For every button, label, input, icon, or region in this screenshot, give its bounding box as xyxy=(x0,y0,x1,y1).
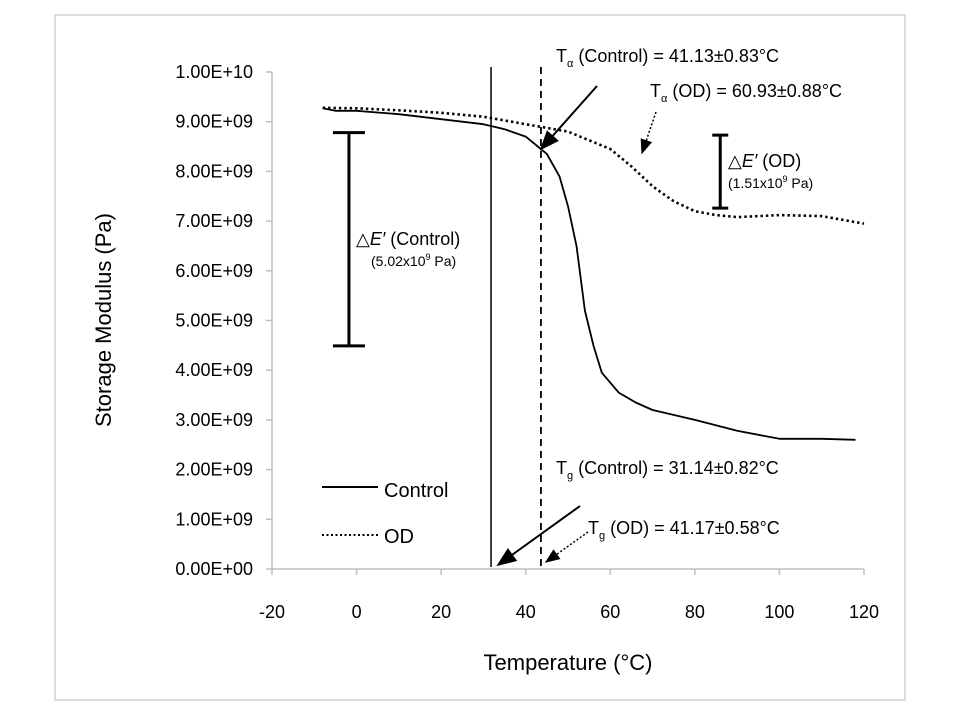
arrow-ta-od xyxy=(640,111,657,155)
x-tick-label: -20 xyxy=(259,602,285,622)
annotation-delta-e-od-value: (1.51x109 Pa) xyxy=(728,174,813,191)
annotation-delta-e-control-value: (5.02x109 Pa) xyxy=(371,252,456,269)
annotation-ta-od: Tα (OD) = 60.93±0.88°C xyxy=(650,81,842,105)
y-axis-title: Storage Modulus (Pa) xyxy=(91,213,116,427)
series-line-control xyxy=(322,107,856,441)
y-tick-label: 8.00E+09 xyxy=(175,161,253,181)
annotation-ta-control: Tα (Control) = 41.13±0.83°C xyxy=(556,46,779,70)
y-tick-label: 1.00E+09 xyxy=(175,509,253,529)
y-tick-label: 7.00E+09 xyxy=(175,211,253,231)
annotation-delta-e-control: △E′ (Control) xyxy=(356,229,460,249)
axes: 0.00E+00 1.00E+09 2.00E+09 3.00E+09 4.00E+09… xyxy=(175,62,879,622)
arrow-ta-control xyxy=(539,85,598,151)
chart-frame xyxy=(54,14,906,701)
y-tick-label: 4.00E+09 xyxy=(175,360,253,380)
y-tick-label: 2.00E+09 xyxy=(175,460,253,480)
legend-label-control: Control xyxy=(384,480,448,502)
y-tick-label: 6.00E+09 xyxy=(175,261,253,281)
arrow-tg-od xyxy=(544,531,589,563)
y-tick-label: 3.00E+09 xyxy=(175,410,253,430)
annotation-tg-control: Tg (Control) = 31.14±0.82°C xyxy=(556,458,779,482)
series-line-od xyxy=(322,106,865,225)
x-tick-label: 100 xyxy=(764,602,794,622)
y-tick-label: 0.00E+00 xyxy=(175,559,253,579)
x-tick-label: 0 xyxy=(352,602,362,622)
x-tick-label: 40 xyxy=(516,602,536,622)
legend: Control OD xyxy=(322,480,448,548)
legend-label-od: OD xyxy=(384,526,414,548)
x-tick-label: 20 xyxy=(431,602,451,622)
y-tick-label: 5.00E+09 xyxy=(175,311,253,331)
x-tick-label: 120 xyxy=(849,602,879,622)
y-tick-label: 1.00E+10 xyxy=(175,62,253,82)
annotation-delta-e-od: △E′ (OD) xyxy=(728,151,801,171)
x-axis-title: Temperature (°C) xyxy=(484,650,653,675)
annotation-tg-od: Tg (OD) = 41.17±0.58°C xyxy=(588,518,780,542)
x-tick-label: 80 xyxy=(685,602,705,622)
x-tick-label: 60 xyxy=(600,602,620,622)
plot-area xyxy=(322,67,865,567)
arrow-tg-control xyxy=(496,505,581,567)
y-tick-label: 9.00E+09 xyxy=(175,112,253,132)
